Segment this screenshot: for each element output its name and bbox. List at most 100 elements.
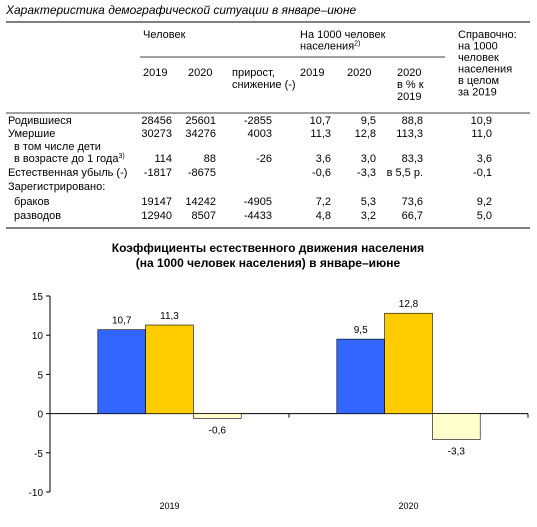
cell: -26 [256,153,272,165]
cell: -4905 [244,196,272,208]
bar [432,413,481,440]
value-label: -0,6 [209,425,227,436]
chart-title: (на 1000 человек населения) в январе–июн… [136,256,401,270]
row-label-line: Зарегистрировано: [8,181,105,193]
sub-header-line: снижение (-) [232,79,296,91]
cell: 73,6 [402,196,423,208]
group-header: населения2) [300,41,360,53]
group-header-line: за 2019 [458,87,497,99]
cell: 8507 [192,210,216,222]
row-label-line: Умершие [8,128,55,140]
group-header: на 1000 [458,41,498,53]
cell: 19147 [141,196,172,208]
cell: -4433 [244,210,272,222]
group-header-line: человек [458,52,499,64]
sub-header-line: 2020 [188,67,212,79]
sub-header: 2020 [397,67,421,79]
row-label: Родившиеся [8,115,72,127]
group-header-line: Человек [143,29,186,41]
cell: -3,3 [357,167,376,179]
value-label: -3,3 [448,446,466,457]
footnote-mark: 3) [118,153,124,160]
y-tick-label: 0 [37,410,43,421]
value-label: 12,8 [399,299,419,310]
sub-header: снижение (-) [232,79,296,91]
bar [145,324,194,414]
group-header: Человек [143,29,186,41]
value-label: 9,5 [354,325,368,336]
x-tick-label: 2020 [398,501,418,511]
cell: 3,6 [477,153,492,165]
sub-header: 2019 [397,91,421,103]
row-label: браков [14,196,50,208]
group-header-line: Справочно: [458,29,517,41]
row-label: разводов [14,210,61,222]
x-tick-label: 2019 [159,501,179,511]
sub-header-line: 2019 [300,67,324,79]
group-header-line: населения [458,64,512,76]
sub-header-line: 2020 [397,67,421,79]
y-tick-label: 5 [37,370,43,381]
group-header-line: на 1000 [458,41,498,53]
cell: 3,2 [361,210,376,222]
cell: 7,2 [316,196,331,208]
cell: 10,7 [310,115,331,127]
sub-header: 2019 [143,67,167,79]
sub-header: прирост, [232,67,275,79]
sub-header: 2020 [188,67,212,79]
footnote-mark: 2) [354,41,360,48]
cell: 30273 [141,128,172,140]
sub-header-line: в % к [397,79,424,91]
row-label: Зарегистрировано: [8,181,105,193]
doc-title: Характеристика демографической ситуации … [5,3,357,17]
group-header: за 2019 [458,87,497,99]
value-label: 10,7 [112,316,132,327]
value-label: 11,3 [160,311,179,322]
sub-header-line: 2020 [347,67,371,79]
cell: 3,0 [361,153,376,165]
bar [97,329,146,414]
group-header: На 1000 человек [300,29,386,41]
row-label: Естественная убыль (-) [8,167,127,179]
row-label-line: Родившиеся [8,115,72,127]
group-header: населения [458,64,512,76]
row-label: Умершие [8,128,55,140]
cell: 25601 [185,115,216,127]
row-label-line: браков [14,196,50,208]
cell: 34276 [185,128,216,140]
sub-header: в % к [397,79,424,91]
cell: 3,6 [316,153,331,165]
group-header: в целом [458,75,499,87]
sub-header-line: прирост, [232,67,275,79]
bar [384,312,433,414]
y-tick-label: 15 [32,292,44,303]
y-tick-label: -10 [29,488,44,499]
cell: 4003 [248,128,272,140]
sub-header: 2019 [300,67,324,79]
sub-header: 2020 [347,67,371,79]
row-label-line: разводов [14,210,61,222]
cell: -2855 [244,115,272,127]
cell: в 5,5 р. [387,167,423,179]
chart-title: Коэффициенты естественного движения насе… [112,241,424,255]
cell: 11,3 [310,128,331,140]
cell: -8675 [188,167,216,179]
group-header-line: На 1000 человек [300,29,386,41]
cell: 9,2 [477,196,492,208]
cell: 83,3 [402,153,423,165]
cell: 28456 [141,115,172,127]
cell: 66,7 [402,210,423,222]
cell: 14242 [185,196,216,208]
cell: 9,5 [361,115,376,127]
cell: 88 [204,153,216,165]
row-label: в том числе дети [14,141,101,153]
cell: -0,1 [473,167,492,179]
cell: -0,6 [312,167,331,179]
bar [193,413,242,419]
group-header: Справочно: [458,29,517,41]
group-header-line: в целом [458,75,499,87]
row-label-line: Естественная убыль (-) [8,167,127,179]
cell: -1817 [144,167,172,179]
cell: 12,8 [355,128,376,140]
